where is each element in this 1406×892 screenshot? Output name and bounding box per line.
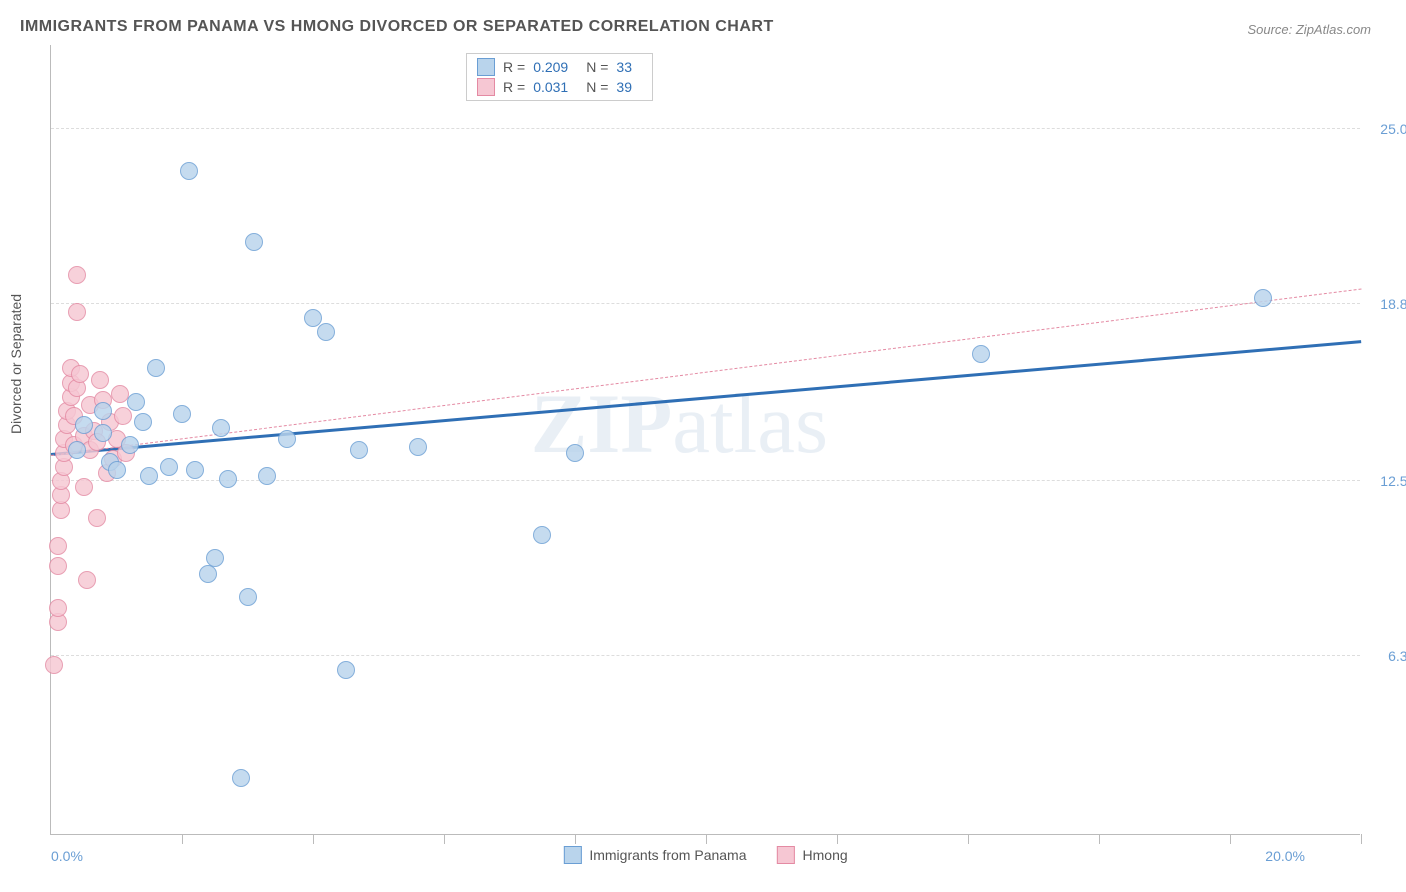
x-tick — [968, 834, 969, 844]
x-axis-end-label: 20.0% — [1265, 848, 1305, 864]
data-point — [140, 467, 158, 485]
stats-row: R = 0.031 N = 39 — [477, 77, 642, 97]
data-point — [173, 405, 191, 423]
data-point — [239, 588, 257, 606]
trendline — [51, 288, 1361, 455]
x-tick — [182, 834, 183, 844]
data-point — [972, 345, 990, 363]
legend-label: Immigrants from Panama — [589, 847, 746, 863]
y-axis-title: Divorced or Separated — [8, 293, 24, 433]
data-point — [566, 444, 584, 462]
data-point — [317, 323, 335, 341]
data-point — [134, 413, 152, 431]
stats-row: R = 0.209 N = 33 — [477, 57, 642, 77]
gridline: 25.0% — [51, 128, 1360, 129]
data-point — [1254, 289, 1272, 307]
x-axis-start-label: 0.0% — [51, 848, 83, 864]
data-point — [245, 233, 263, 251]
y-tick-label: 18.8% — [1380, 296, 1406, 312]
data-point — [78, 571, 96, 589]
data-point — [147, 359, 165, 377]
data-point — [94, 402, 112, 420]
y-tick-label: 12.5% — [1380, 473, 1406, 489]
data-point — [186, 461, 204, 479]
x-tick — [1099, 834, 1100, 844]
plot-area: ZIPatlas Divorced or Separated 6.3%12.5%… — [50, 45, 1360, 835]
data-point — [212, 419, 230, 437]
legend-swatch — [563, 846, 581, 864]
data-point — [127, 393, 145, 411]
y-tick-label: 6.3% — [1388, 648, 1406, 664]
x-tick — [1361, 834, 1362, 844]
data-point — [108, 461, 126, 479]
stat-n-label: N = — [586, 79, 608, 95]
x-tick — [575, 834, 576, 844]
data-point — [49, 557, 67, 575]
chart-title: IMMIGRANTS FROM PANAMA VS HMONG DIVORCED… — [20, 18, 774, 36]
data-point — [258, 467, 276, 485]
data-point — [75, 478, 93, 496]
data-point — [337, 661, 355, 679]
source-attribution: Source: ZipAtlas.com — [1247, 22, 1371, 37]
stat-r-value: 0.209 — [533, 59, 568, 75]
x-tick — [444, 834, 445, 844]
x-tick — [1230, 834, 1231, 844]
stat-r-label: R = — [503, 59, 525, 75]
data-point — [71, 365, 89, 383]
stat-n-value: 39 — [616, 79, 632, 95]
x-tick — [313, 834, 314, 844]
stat-r-label: R = — [503, 79, 525, 95]
data-point — [350, 441, 368, 459]
stat-n-value: 33 — [616, 59, 632, 75]
data-point — [121, 436, 139, 454]
data-point — [199, 565, 217, 583]
legend-swatch — [477, 78, 495, 96]
series-legend: Immigrants from Panama Hmong — [563, 846, 847, 864]
stat-r-value: 0.031 — [533, 79, 568, 95]
gridline: 12.5% — [51, 480, 1360, 481]
data-point — [206, 549, 224, 567]
gridline: 6.3% — [51, 655, 1360, 656]
data-point — [219, 470, 237, 488]
data-point — [409, 438, 427, 456]
stats-legend: R = 0.209 N = 33 R = 0.031 N = 39 — [466, 53, 653, 101]
x-tick — [837, 834, 838, 844]
data-point — [111, 385, 129, 403]
data-point — [75, 416, 93, 434]
data-point — [68, 441, 86, 459]
gridline: 18.8% — [51, 303, 1360, 304]
data-point — [114, 407, 132, 425]
data-point — [68, 303, 86, 321]
data-point — [45, 656, 63, 674]
data-point — [94, 424, 112, 442]
data-point — [49, 599, 67, 617]
legend-swatch — [777, 846, 795, 864]
data-point — [533, 526, 551, 544]
data-point — [180, 162, 198, 180]
data-point — [91, 371, 109, 389]
data-point — [68, 266, 86, 284]
legend-item: Immigrants from Panama — [563, 846, 746, 864]
stat-n-label: N = — [586, 59, 608, 75]
y-tick-label: 25.0% — [1380, 121, 1406, 137]
data-point — [88, 509, 106, 527]
data-point — [232, 769, 250, 787]
legend-label: Hmong — [803, 847, 848, 863]
trendline — [51, 340, 1361, 456]
x-tick — [706, 834, 707, 844]
data-point — [278, 430, 296, 448]
legend-swatch — [477, 58, 495, 76]
correlation-chart: IMMIGRANTS FROM PANAMA VS HMONG DIVORCED… — [0, 0, 1406, 892]
data-point — [49, 537, 67, 555]
data-point — [160, 458, 178, 476]
legend-item: Hmong — [777, 846, 848, 864]
